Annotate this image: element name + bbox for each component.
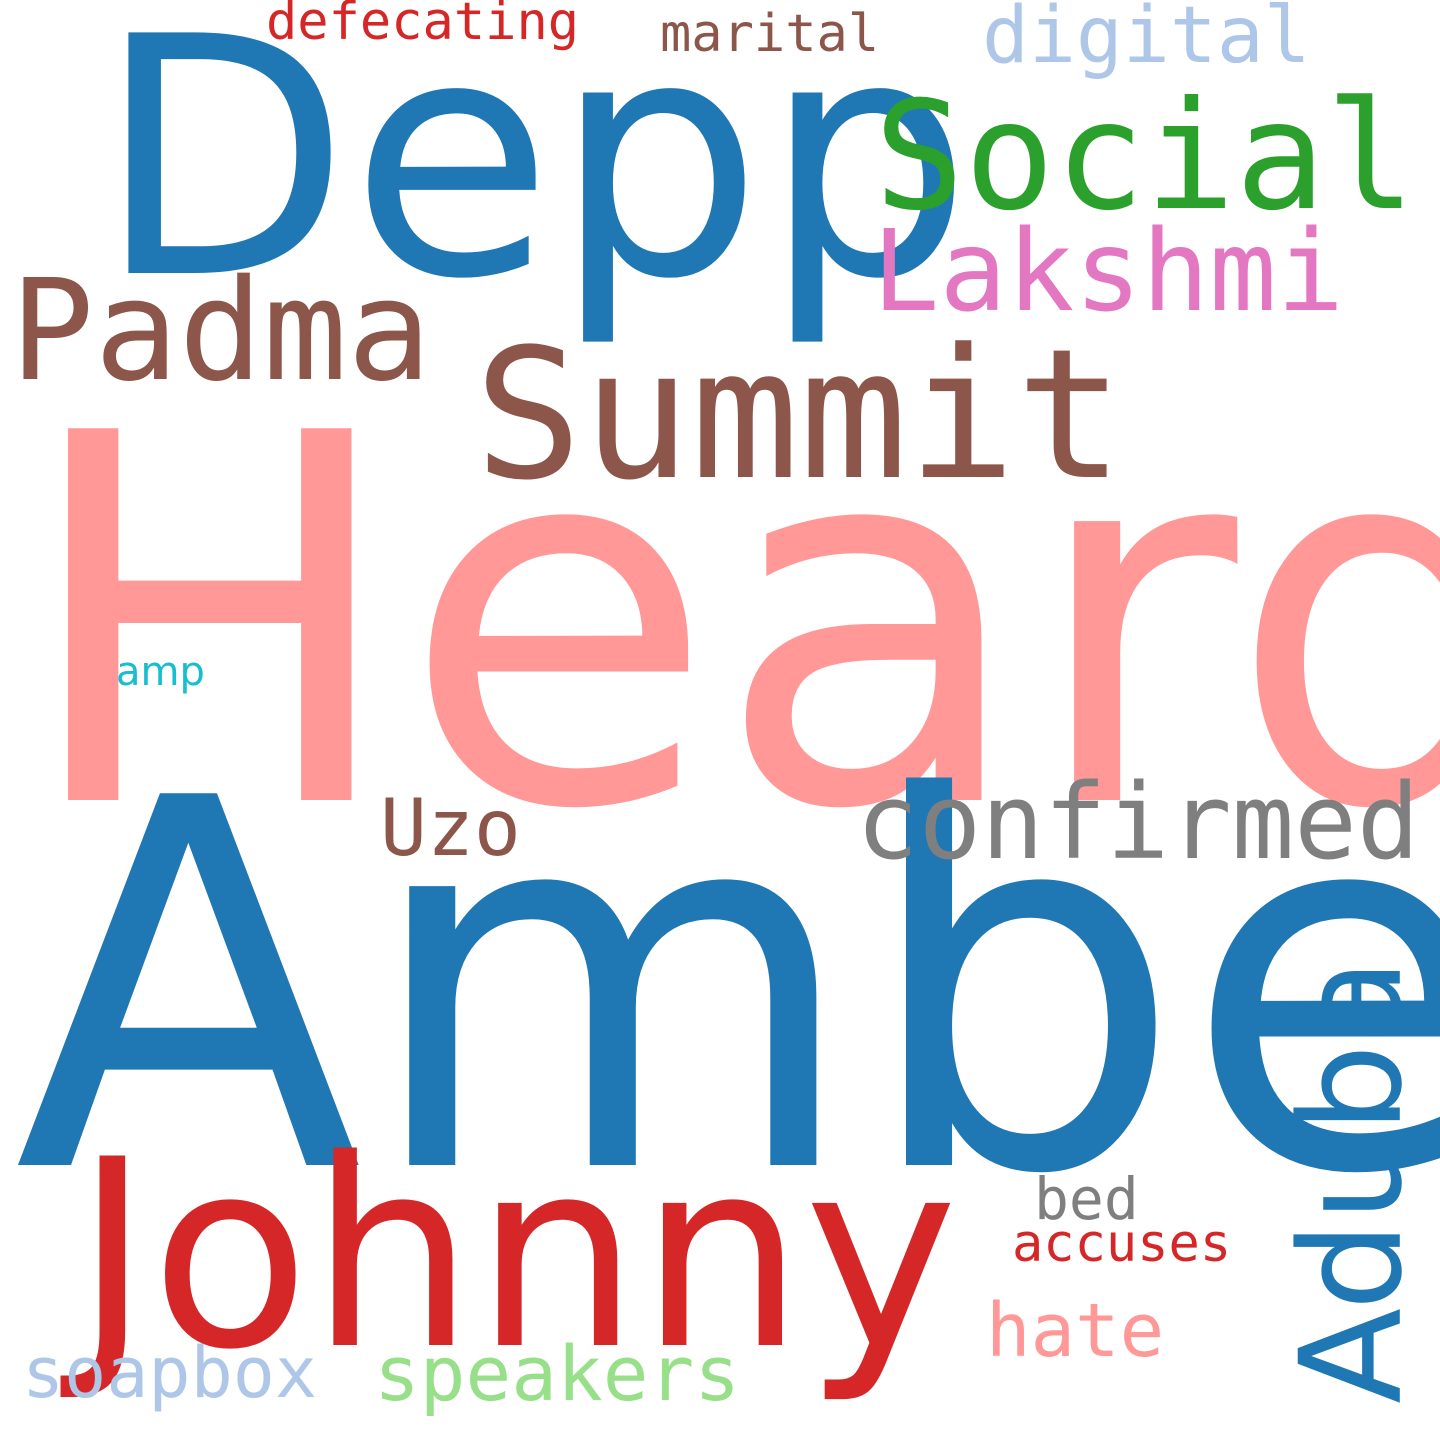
word-hate: hate	[986, 1288, 1165, 1374]
word-soapbox: soapbox	[22, 1332, 318, 1414]
word-digital: digital	[982, 0, 1311, 81]
word-marital: marital	[660, 4, 880, 64]
word-confirmed: confirmed	[856, 761, 1420, 883]
word-padma: Padma	[10, 250, 432, 413]
word-johnny: Johnny	[74, 1105, 958, 1407]
word-bed: bed	[1034, 1165, 1139, 1233]
word-amp: amp	[116, 649, 205, 695]
word-summit: Summit	[474, 311, 1125, 520]
word-depp: Depp	[96, 0, 973, 351]
word-accuses: accuses	[1012, 1214, 1232, 1274]
word-social: Social	[874, 70, 1416, 244]
word-speakers: speakers	[374, 1329, 741, 1418]
word-amber: Amber	[14, 693, 1440, 1286]
word-lakshmi: Lakshmi	[872, 207, 1345, 337]
word-defecating: defecating	[266, 0, 580, 52]
word-aduba: Aduba	[1270, 958, 1434, 1404]
word-heard: Heard	[18, 328, 1440, 921]
word-uzo: Uzo	[380, 784, 521, 874]
